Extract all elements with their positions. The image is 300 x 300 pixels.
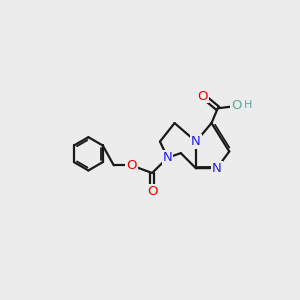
Text: O: O [198,90,208,103]
Text: N: N [163,151,172,164]
Text: O: O [147,185,158,198]
Text: H: H [244,100,252,110]
Text: N: N [191,135,201,148]
Text: O: O [231,100,242,112]
Text: N: N [212,162,222,175]
Text: O: O [126,159,136,172]
